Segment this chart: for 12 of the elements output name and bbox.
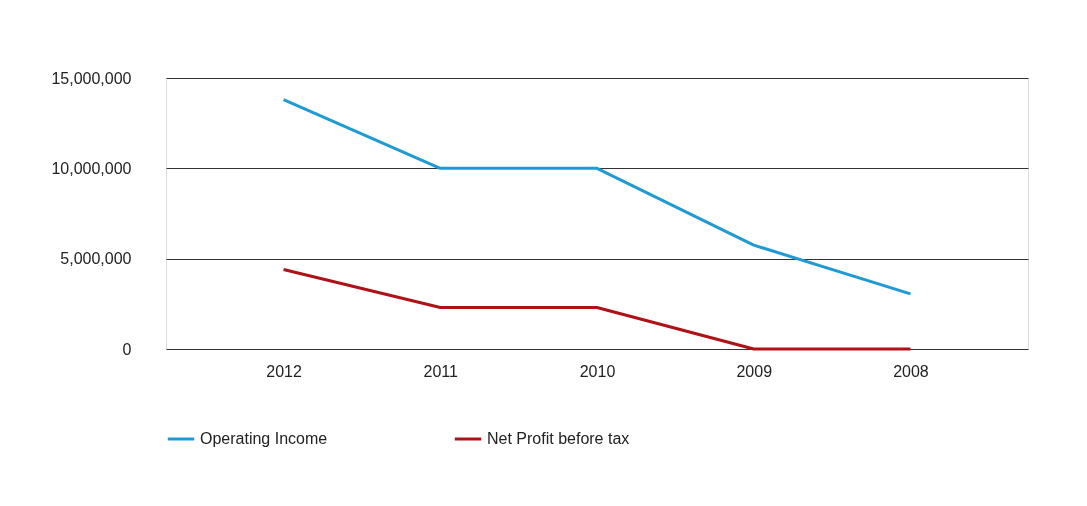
line-series (282, 98, 912, 296)
y-tick-label: 5,000,000 (60, 250, 132, 268)
legend-label: Operating Income (200, 430, 328, 447)
x-tick-label: 2009 (736, 362, 773, 380)
x-tick-label: 2008 (893, 362, 929, 380)
x-tick-label: 2010 (579, 362, 616, 380)
y-tick-label: 10,000,000 (51, 159, 132, 177)
x-tick-label: 2011 (423, 362, 459, 380)
x-tick-label: 2012 (266, 362, 302, 380)
y-tick-label: 0 (122, 340, 132, 358)
y-tick-label: 15,000,000 (51, 69, 132, 87)
legend-label: Net Profit before tax (487, 430, 630, 447)
